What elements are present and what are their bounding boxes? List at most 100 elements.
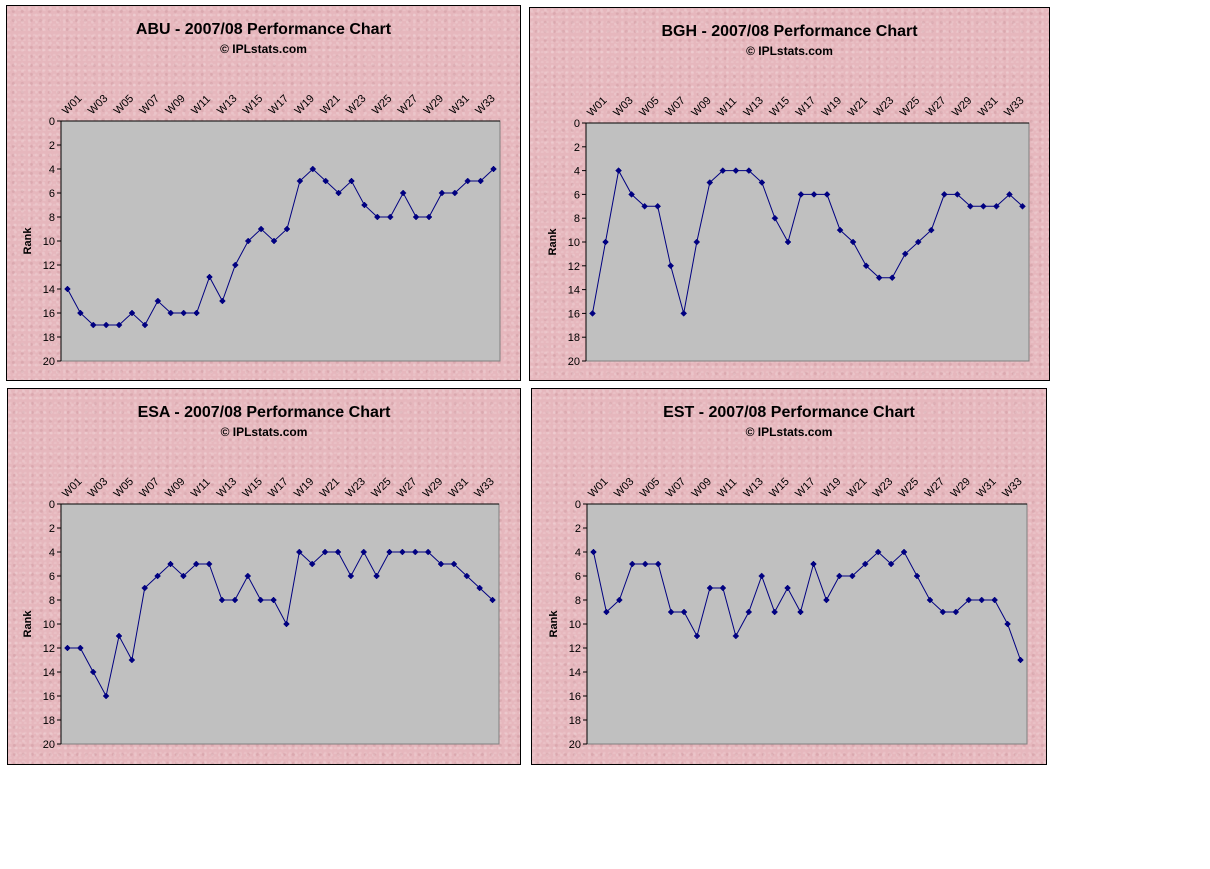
data-point-marker bbox=[115, 321, 123, 329]
y-tick-label: 6 bbox=[49, 571, 55, 583]
data-point-marker bbox=[477, 177, 484, 185]
x-tick-label: W03 bbox=[611, 95, 635, 119]
data-point-marker bbox=[347, 572, 355, 580]
data-point-marker bbox=[411, 548, 419, 556]
x-tick-label: W31 bbox=[447, 93, 471, 117]
x-tick-label: W31 bbox=[974, 476, 998, 500]
x-tick-label: W05 bbox=[637, 95, 661, 119]
data-point-marker bbox=[464, 177, 472, 185]
data-point-marker bbox=[128, 656, 136, 664]
data-point-marker bbox=[654, 560, 662, 568]
data-point-marker bbox=[295, 548, 303, 556]
y-tick-label: 2 bbox=[574, 142, 580, 154]
y-tick-label: 8 bbox=[575, 595, 581, 607]
y-tick-label: 14 bbox=[569, 667, 581, 679]
data-point-marker bbox=[628, 191, 635, 198]
data-point-marker bbox=[219, 297, 226, 305]
data-point-marker bbox=[283, 620, 290, 628]
x-tick-label: W03 bbox=[86, 476, 110, 500]
chart-svg: ABU - 2007/08 Performance Chart © IPLstat… bbox=[22, 21, 501, 368]
x-tick-label: W19 bbox=[820, 95, 844, 119]
x-tick-label: W15 bbox=[241, 93, 265, 117]
y-axis-label: Rank bbox=[548, 610, 560, 638]
data-point-marker bbox=[758, 179, 766, 186]
plot-area bbox=[60, 503, 500, 745]
y-tick-label: 8 bbox=[49, 595, 55, 607]
chart-subtitle: © IPLstats.com bbox=[746, 425, 833, 439]
data-point-marker bbox=[218, 596, 226, 604]
x-tick-label: W33 bbox=[1002, 95, 1026, 119]
y-axis-label: Rank bbox=[22, 610, 34, 638]
data-point-marker bbox=[490, 165, 497, 173]
x-tick-label: W01 bbox=[60, 476, 84, 500]
data-point-marker bbox=[450, 560, 458, 568]
y-tick-label: 8 bbox=[49, 212, 55, 224]
data-point-marker bbox=[758, 572, 766, 580]
x-tick-label: W01 bbox=[60, 93, 84, 117]
data-point-marker bbox=[231, 596, 239, 604]
data-point-marker bbox=[244, 572, 252, 580]
data-point-marker bbox=[322, 177, 330, 185]
data-point-marker bbox=[615, 167, 622, 174]
data-point-marker bbox=[667, 262, 675, 270]
data-point-marker bbox=[888, 274, 896, 282]
x-tick-label: W33 bbox=[1000, 476, 1024, 500]
x-tick-label: W15 bbox=[767, 476, 791, 500]
x-tick-label: W23 bbox=[344, 93, 368, 117]
data-point-marker bbox=[412, 213, 420, 221]
x-tick-label: W19 bbox=[293, 93, 317, 117]
data-point-marker bbox=[360, 548, 368, 556]
data-point-marker bbox=[270, 237, 278, 245]
y-tick-label: 12 bbox=[568, 261, 580, 273]
chart-title: ABU - 2007/08 Performance Chart bbox=[136, 21, 392, 38]
data-point-marker bbox=[115, 632, 123, 640]
data-point-marker bbox=[192, 560, 200, 568]
data-point-marker bbox=[283, 225, 291, 233]
data-point-marker bbox=[167, 560, 174, 568]
chart-subtitle: © IPLstats.com bbox=[220, 42, 307, 56]
y-tick-label: 4 bbox=[49, 547, 55, 559]
y-tick-label: 14 bbox=[43, 667, 55, 679]
data-point-marker bbox=[887, 560, 895, 568]
y-tick-label: 18 bbox=[43, 332, 55, 344]
data-point-marker bbox=[862, 262, 870, 270]
data-point-marker bbox=[180, 572, 187, 580]
data-point-marker bbox=[386, 213, 394, 221]
y-tick-label: 4 bbox=[574, 166, 580, 178]
data-point-marker bbox=[874, 548, 882, 556]
y-tick-label: 14 bbox=[568, 285, 580, 297]
x-tick-label: W17 bbox=[267, 93, 291, 117]
y-tick-label: 18 bbox=[569, 715, 581, 727]
y-tick-label: 2 bbox=[49, 140, 55, 152]
data-point-marker bbox=[602, 238, 609, 246]
data-point-marker bbox=[745, 608, 753, 616]
x-tick-label: W25 bbox=[369, 476, 393, 500]
data-point-marker bbox=[680, 608, 688, 616]
data-point-marker bbox=[76, 644, 84, 652]
data-point-marker bbox=[154, 572, 161, 580]
data-point-marker bbox=[321, 548, 329, 556]
x-tick-label: W27 bbox=[923, 476, 947, 500]
data-point-marker bbox=[1017, 656, 1024, 664]
x-tick-label: W13 bbox=[742, 95, 766, 119]
chart-panel-est: EST - 2007/08 Performance Chart © IPLstat… bbox=[531, 388, 1047, 765]
data-point-marker bbox=[1006, 191, 1013, 198]
x-tick-label: W21 bbox=[318, 93, 342, 117]
x-tick-label: W25 bbox=[898, 95, 922, 119]
data-point-marker bbox=[993, 202, 1000, 210]
data-point-marker bbox=[706, 584, 714, 592]
data-point-marker bbox=[489, 596, 496, 604]
x-tick-label: W17 bbox=[794, 95, 818, 119]
data-point-marker bbox=[1019, 202, 1026, 210]
data-point-marker bbox=[693, 238, 701, 246]
data-point-marker bbox=[386, 548, 393, 556]
x-tick-label: W07 bbox=[663, 95, 687, 119]
data-point-marker bbox=[180, 309, 188, 317]
x-tick-label: W33 bbox=[472, 476, 496, 500]
y-tick-label: 0 bbox=[575, 499, 581, 511]
data-point-marker bbox=[373, 572, 380, 580]
data-point-marker bbox=[927, 226, 935, 234]
x-tick-label: W21 bbox=[318, 476, 342, 500]
x-tick-label: W09 bbox=[689, 95, 713, 119]
data-point-marker bbox=[784, 584, 791, 592]
